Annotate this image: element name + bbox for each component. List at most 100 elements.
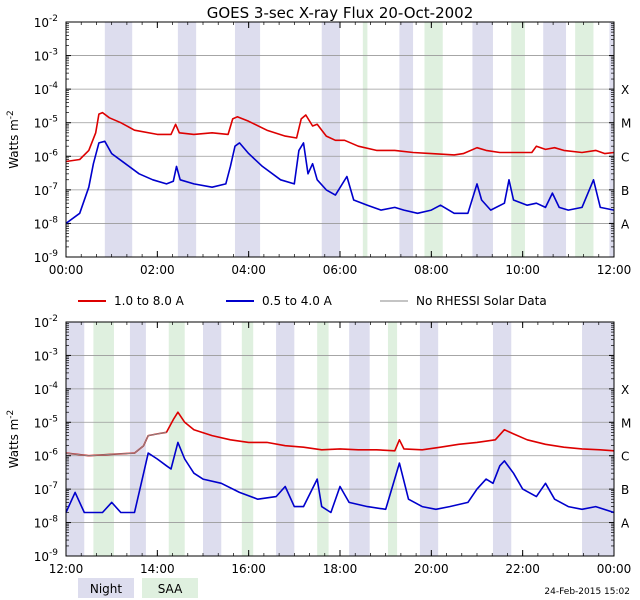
- y-axis-label: Watts m-2: [6, 410, 21, 469]
- y-tick-exponent: -9: [49, 249, 58, 259]
- bottom-panel: 10-910-810-710-610-510-410-310-2ABCMXWat…: [6, 314, 631, 576]
- night-key-swatch: [78, 578, 134, 598]
- y-axis-label-text: Watts m: [7, 119, 21, 169]
- x-tick-label: 04:00: [231, 263, 266, 277]
- y-tick-base: 10: [34, 450, 49, 464]
- y-tick-base: 10: [34, 383, 49, 397]
- y-tick-label: 10-5: [34, 115, 58, 131]
- y-tick-label: 10-8: [34, 215, 59, 231]
- night-key-label: Night: [90, 582, 123, 596]
- saa-band: [317, 322, 329, 556]
- night-band: [609, 22, 614, 257]
- flare-class-label: A: [621, 517, 630, 531]
- night-band: [492, 322, 512, 556]
- y-tick-label: 10-7: [34, 481, 58, 497]
- night-band: [203, 322, 222, 556]
- y-tick-exponent: -2: [49, 14, 58, 24]
- y-axis-label-text: Watts m: [7, 419, 21, 469]
- flare-class-label: B: [621, 483, 629, 497]
- y-tick-label: 10-9: [34, 249, 59, 265]
- y-tick-label: 10-4: [34, 381, 59, 397]
- flare-class-label: B: [621, 184, 629, 198]
- y-tick-base: 10: [34, 550, 49, 564]
- x-tick-label: 08:00: [414, 263, 449, 277]
- saa-band: [241, 322, 254, 556]
- series-no-rhessi: [65, 431, 167, 457]
- x-tick-label: 06:00: [323, 263, 358, 277]
- series-short-channel: [65, 140, 615, 225]
- x-tick-label: 20:00: [414, 562, 449, 576]
- flare-class-label: C: [621, 150, 629, 164]
- x-tick-label: 12:00: [597, 263, 632, 277]
- night-band: [104, 22, 133, 257]
- flare-class-label: A: [621, 217, 630, 231]
- y-tick-base: 10: [34, 251, 49, 265]
- night-band: [177, 22, 197, 257]
- flare-class-label: X: [621, 83, 629, 97]
- footer-date: 24-Feb-2015 15:02: [544, 587, 630, 597]
- x-tick-label: 02:00: [140, 263, 175, 277]
- y-tick-base: 10: [34, 117, 49, 131]
- band-key: Night SAA: [78, 578, 198, 598]
- y-tick-label: 10-3: [34, 48, 58, 64]
- y-tick-exponent: -2: [49, 314, 58, 324]
- x-tick-label: 10:00: [505, 263, 540, 277]
- legend-label: 1.0 to 8.0 A: [114, 294, 185, 308]
- series-long-channel: [65, 411, 615, 457]
- saa-band: [93, 322, 114, 556]
- saa-band: [387, 322, 398, 556]
- y-tick-base: 10: [34, 83, 49, 97]
- night-band: [472, 22, 493, 257]
- y-tick-exponent: -6: [49, 448, 58, 458]
- y-tick-label: 10-6: [34, 448, 59, 464]
- flare-class-label: C: [621, 450, 629, 464]
- y-tick-label: 10-3: [34, 347, 58, 363]
- y-tick-exponent: -5: [49, 414, 58, 424]
- y-tick-label: 10-2: [34, 314, 58, 330]
- x-tick-label: 12:00: [49, 562, 84, 576]
- y-tick-exponent: -7: [49, 481, 58, 491]
- series-short-channel: [65, 441, 615, 514]
- night-band: [543, 22, 567, 257]
- y-tick-exponent: -4: [49, 381, 58, 391]
- chart-title: GOES 3-sec X-ray Flux 20-Oct-2002: [207, 4, 474, 22]
- night-band: [582, 322, 614, 556]
- x-tick-label: 00:00: [49, 263, 84, 277]
- plot-frame: [65, 21, 615, 258]
- flare-class-label: M: [621, 416, 631, 430]
- y-tick-label: 10-4: [34, 81, 59, 97]
- night-band: [66, 322, 85, 556]
- y-axis-label-superscript: -2: [6, 410, 16, 419]
- night-band: [349, 322, 370, 556]
- legend: 1.0 to 8.0 A 0.5 to 4.0 A No RHESSI Solar …: [78, 294, 547, 308]
- night-band: [399, 22, 414, 257]
- x-tick-label: 16:00: [231, 562, 266, 576]
- y-tick-base: 10: [34, 316, 49, 330]
- legend-label: No RHESSI Solar Data: [416, 294, 547, 308]
- y-tick-base: 10: [34, 517, 49, 531]
- y-tick-label: 10-8: [34, 515, 59, 531]
- y-tick-exponent: -3: [49, 48, 58, 58]
- night-band: [321, 22, 340, 257]
- y-tick-exponent: -8: [49, 215, 58, 225]
- night-band: [419, 322, 439, 556]
- night-band: [129, 322, 146, 556]
- y-tick-exponent: -3: [49, 347, 58, 357]
- y-tick-exponent: -6: [49, 148, 58, 158]
- y-tick-exponent: -9: [49, 548, 58, 558]
- y-tick-exponent: -7: [49, 182, 58, 192]
- y-axis-label-superscript: -2: [6, 110, 16, 119]
- x-tick-label: 18:00: [323, 562, 358, 576]
- top-panel: 10-9 10-8 10 -7 10 -6 10-5 10-4 10-3 10 -2 A B C M X Wat…: [6, 14, 631, 277]
- series-long-channel: [65, 111, 615, 163]
- night-band: [234, 22, 261, 257]
- y-tick-base: 10: [34, 416, 49, 430]
- y-tick-exponent: -5: [49, 115, 58, 125]
- flare-class-label: M: [621, 117, 631, 131]
- y-tick-label: 10-9: [34, 548, 59, 564]
- saa-band: [424, 22, 443, 257]
- y-axis-label: Watts m-2: [6, 110, 21, 169]
- x-tick-label: 00:00: [597, 562, 632, 576]
- saa-band: [511, 22, 525, 257]
